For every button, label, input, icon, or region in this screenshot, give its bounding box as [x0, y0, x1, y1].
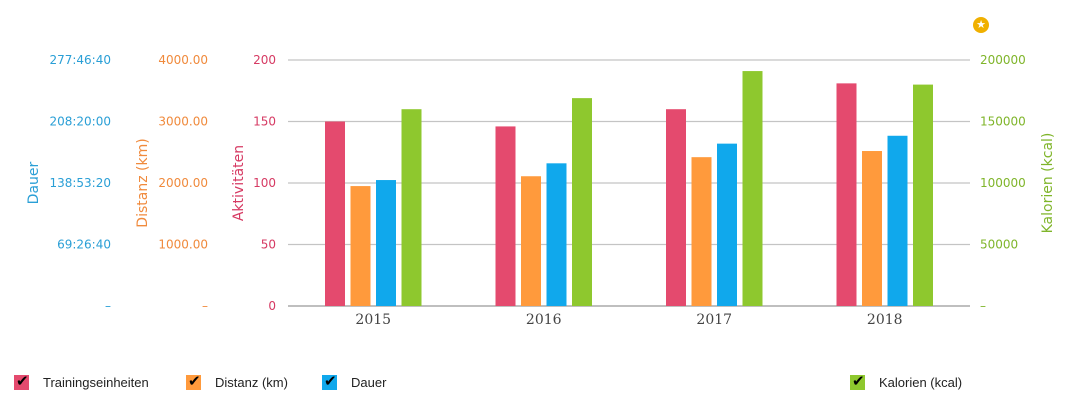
axis-title: Dauer — [26, 161, 42, 204]
tick-label: 150000 — [980, 115, 1026, 129]
bar — [376, 180, 396, 306]
bar — [742, 71, 763, 306]
bar — [913, 84, 933, 306]
tick-label: 2000.00 — [158, 176, 208, 190]
checkbox-icon[interactable] — [14, 372, 29, 390]
category-label: 2016 — [526, 312, 562, 328]
bar — [325, 121, 345, 306]
bar — [401, 109, 422, 306]
tick-label: 69:26:40 — [57, 238, 111, 252]
legend-label: Distanz (km) — [215, 374, 288, 390]
category-label: 2015 — [355, 312, 391, 328]
axis-title: Kalorien (kcal) — [1040, 133, 1056, 234]
bar — [717, 143, 737, 306]
tick-label: 3000.00 — [158, 115, 208, 129]
legend-item-distanz[interactable]: Distanz (km) — [186, 372, 288, 392]
tick-label: 4000.00 — [158, 53, 208, 67]
tick-label: 1000.00 — [158, 238, 208, 252]
tick-label: – — [202, 299, 208, 313]
bar — [521, 176, 541, 306]
legend-item-trainingseinheiten[interactable]: Trainingseinheiten — [14, 372, 149, 392]
tick-label: 50 — [261, 238, 276, 252]
bar — [691, 157, 712, 306]
tick-label: 277:46:40 — [49, 53, 111, 67]
bar — [836, 83, 857, 307]
tick-label: 208:20:00 — [49, 115, 111, 129]
category-labels: 2015 2016 2017 2018 — [355, 312, 902, 328]
bar — [546, 163, 567, 306]
checkbox-icon[interactable] — [850, 372, 865, 390]
tick-label: 0 — [268, 299, 276, 313]
checkbox-icon[interactable] — [186, 372, 201, 390]
tick-label: 100 — [253, 176, 276, 190]
bar — [887, 135, 908, 306]
category-label: 2018 — [867, 312, 903, 328]
legend-item-dauer[interactable]: Dauer — [322, 372, 386, 392]
star-icon[interactable]: ★ — [973, 17, 989, 33]
bar — [666, 109, 686, 306]
tick-label: 50000 — [980, 238, 1018, 252]
tick-label: – — [980, 299, 986, 313]
axis-titles: Dauer Distanz (km) Aktivitäten Kalorien (kc… — [26, 133, 1056, 234]
bar — [350, 186, 371, 306]
tick-label: 100000 — [980, 176, 1026, 190]
tick-label: 200000 — [980, 53, 1026, 67]
bar — [495, 126, 516, 306]
axis-title: Distanz (km) — [135, 138, 151, 227]
bars — [325, 71, 933, 307]
tick-label: – — [105, 299, 111, 313]
tick-label: 138:53:20 — [49, 176, 111, 190]
axis-title: Aktivitäten — [231, 145, 247, 221]
axis-ticks: – 69:26:40 138:53:20 208:20:00 277:46:40 – 100… — [49, 53, 1025, 313]
tick-label: 150 — [253, 115, 276, 129]
tick-label: 200 — [253, 53, 276, 67]
checkbox-icon[interactable] — [322, 372, 337, 390]
bar — [862, 151, 882, 306]
category-label: 2017 — [696, 312, 732, 328]
legend-item-kalorien[interactable]: Kalorien (kcal) — [850, 372, 962, 392]
legend-label: Trainingseinheiten — [43, 374, 149, 390]
legend-label: Dauer — [351, 374, 387, 390]
bar — [572, 98, 592, 306]
legend-label: Kalorien (kcal) — [879, 374, 963, 390]
